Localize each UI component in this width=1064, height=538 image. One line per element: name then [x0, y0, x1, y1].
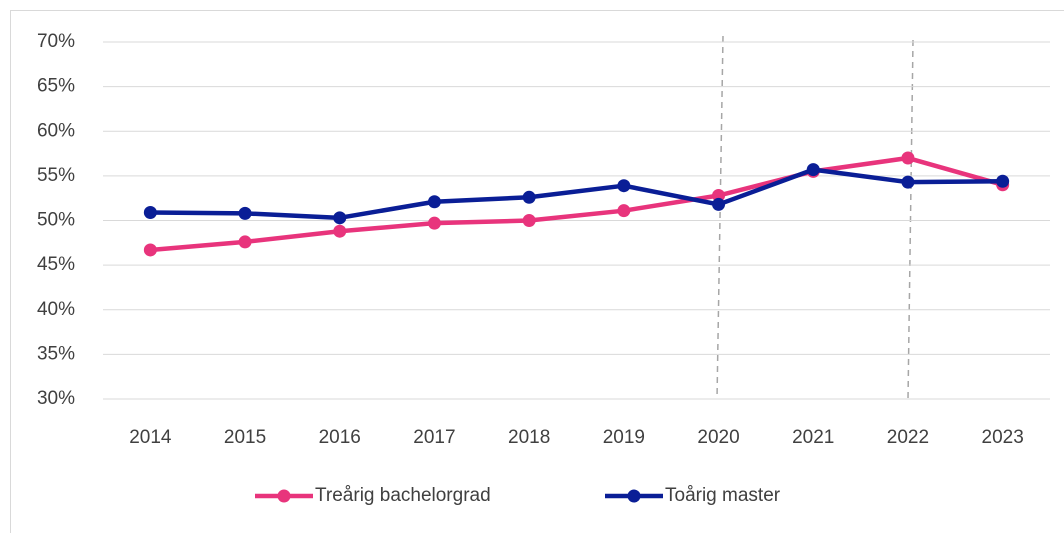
data-point	[144, 206, 157, 219]
y-tick-label: 30%	[37, 388, 75, 409]
data-point	[523, 214, 536, 227]
data-point	[712, 198, 725, 211]
x-tick-label: 2020	[697, 427, 739, 448]
data-point	[239, 235, 252, 248]
data-point	[901, 176, 914, 189]
y-tick-label: 70%	[37, 31, 75, 52]
annotation-line	[908, 40, 913, 399]
data-point	[996, 175, 1009, 188]
data-point	[428, 195, 441, 208]
x-tick-label: 2018	[508, 427, 550, 448]
data-point	[617, 179, 630, 192]
data-point	[523, 191, 536, 204]
series-line	[150, 170, 1002, 218]
data-point	[428, 217, 441, 230]
data-point	[901, 152, 914, 165]
x-tick-label: 2017	[413, 427, 455, 448]
chart-frame	[11, 11, 1064, 534]
y-tick-label: 60%	[37, 120, 75, 141]
x-tick-label: 2014	[129, 427, 172, 448]
legend-label: Toårig master	[665, 485, 781, 506]
legend-marker	[278, 490, 291, 503]
data-point	[239, 207, 252, 220]
y-tick-label: 50%	[37, 210, 75, 231]
y-tick-label: 40%	[37, 299, 75, 320]
data-point	[807, 163, 820, 176]
annotation-line	[717, 36, 723, 399]
series-line	[150, 158, 1002, 250]
x-tick-label: 2015	[224, 427, 266, 448]
x-tick-label: 2022	[887, 427, 929, 448]
data-point	[617, 204, 630, 217]
y-tick-label: 65%	[37, 76, 75, 97]
legend-label: Treårig bachelorgrad	[315, 485, 491, 506]
y-tick-label: 45%	[37, 254, 75, 275]
legend-marker	[628, 490, 641, 503]
y-tick-label: 55%	[37, 165, 75, 186]
data-point	[333, 225, 346, 238]
x-tick-label: 2019	[603, 427, 645, 448]
x-tick-label: 2016	[319, 427, 361, 448]
data-point	[333, 211, 346, 224]
x-tick-label: 2023	[982, 427, 1024, 448]
data-point	[144, 243, 157, 256]
y-tick-label: 35%	[37, 343, 75, 364]
x-tick-label: 2021	[792, 427, 834, 448]
